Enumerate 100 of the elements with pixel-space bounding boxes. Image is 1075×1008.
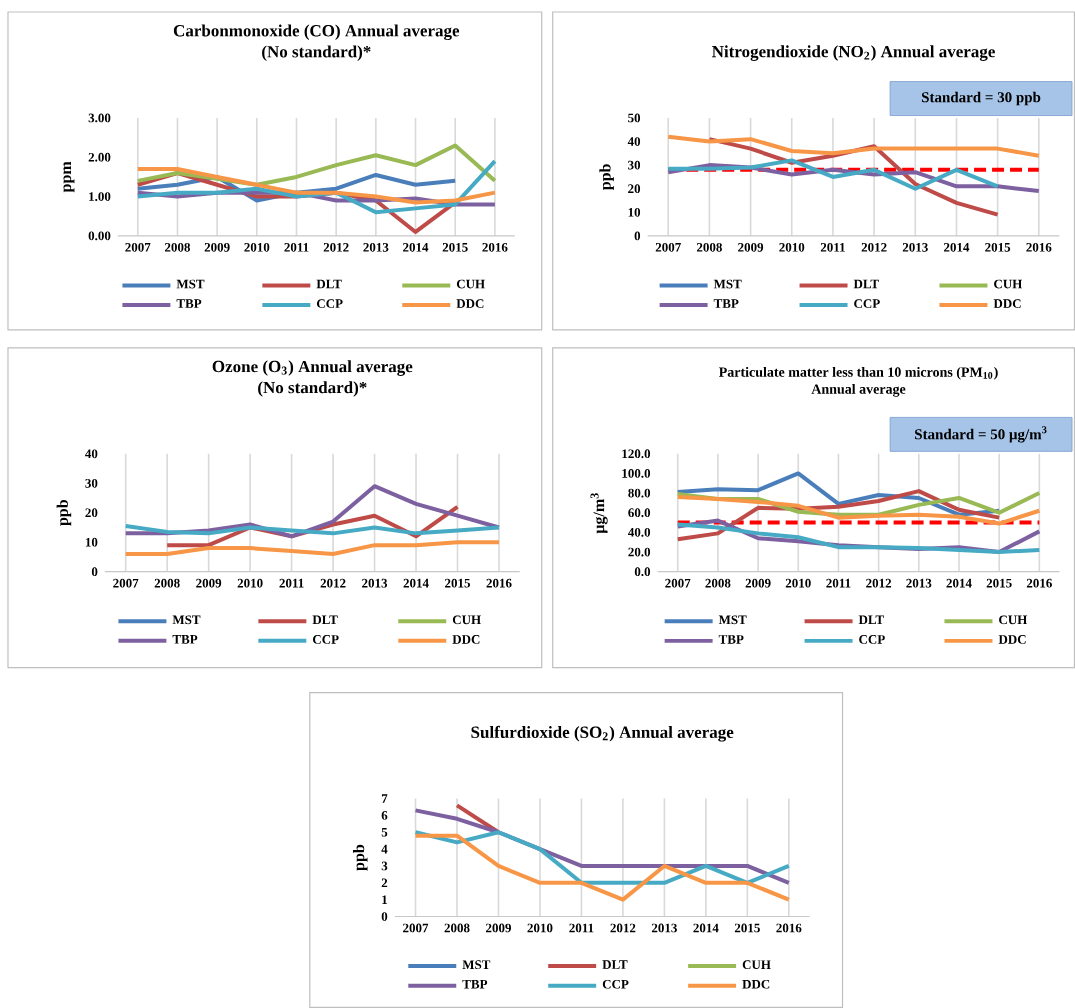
x-tick-label: 2007 bbox=[655, 242, 681, 252]
line-series bbox=[675, 494, 1042, 526]
y-tick-label: 2 bbox=[381, 878, 388, 888]
y-tick-label: 1.00 bbox=[89, 192, 111, 201]
legend-label: DLT bbox=[316, 279, 342, 289]
y-tick-label: 10 bbox=[628, 207, 641, 217]
x-tick-label: 2015 bbox=[734, 923, 760, 933]
legend-label: TBP bbox=[172, 635, 198, 644]
x-tick-label: 2009 bbox=[745, 578, 771, 588]
x-tick-label: 2014 bbox=[403, 242, 429, 252]
x-tick-label: 2016 bbox=[486, 578, 512, 588]
legend-label: DDC bbox=[998, 635, 1026, 644]
x-tick-label: 2012 bbox=[861, 242, 887, 252]
x-tick-label: 2016 bbox=[482, 242, 508, 252]
chart-title: Sulfurdioxide (SO$_{2}$) Annual average bbox=[471, 725, 734, 742]
x-tick-label: 2011 bbox=[820, 242, 845, 252]
legend-label: CUH bbox=[999, 615, 1028, 625]
legend-label: MST bbox=[718, 615, 747, 625]
x-tick-label: 2012 bbox=[610, 923, 636, 933]
y-tick-label: 10 bbox=[85, 537, 98, 547]
legend-label: MST bbox=[176, 279, 205, 289]
x-tick-label: 2013 bbox=[362, 578, 388, 588]
x-tick-label: 2012 bbox=[323, 242, 349, 252]
y-axis-title: ppm bbox=[63, 161, 75, 193]
x-tick-label: 2008 bbox=[444, 923, 470, 933]
line-series bbox=[135, 159, 497, 215]
y-tick-label: 30 bbox=[628, 160, 641, 170]
line-series bbox=[123, 523, 501, 536]
y-tick-label: 2.00 bbox=[88, 152, 111, 162]
legend-label: CCP bbox=[859, 635, 885, 644]
y-tick-label: 60.0 bbox=[628, 508, 651, 518]
y-tick-label: 1 bbox=[382, 895, 388, 904]
x-tick-label: 2014 bbox=[693, 923, 719, 933]
legend-label: DLT bbox=[853, 279, 879, 289]
x-tick-label: 2007 bbox=[665, 578, 691, 588]
legend-label: DDC bbox=[456, 299, 484, 308]
x-tick-label: 2015 bbox=[985, 242, 1011, 252]
x-tick-label: 2010 bbox=[244, 242, 270, 252]
chart-title: Nitrogendioxide (NO$_{2}$) Annual average bbox=[712, 45, 995, 61]
x-tick-label: 2014 bbox=[944, 242, 970, 252]
y-tick-label: 3 bbox=[381, 861, 388, 871]
x-tick-label: 2012 bbox=[866, 578, 892, 588]
y-tick-label: 40.0 bbox=[628, 527, 651, 537]
legend-label: TBP bbox=[176, 299, 202, 308]
x-tick-label: 2015 bbox=[442, 242, 468, 252]
x-tick-label: 2013 bbox=[902, 242, 928, 252]
legend-label: DDC bbox=[452, 635, 480, 644]
legend-label: CCP bbox=[854, 299, 880, 308]
legend-label: TBP bbox=[713, 299, 739, 308]
x-tick-label: 2015 bbox=[445, 578, 471, 588]
y-tick-label: 0 bbox=[91, 567, 98, 577]
y-tick-label: 0 bbox=[634, 231, 641, 241]
y-tick-label: 120.0 bbox=[622, 449, 651, 459]
x-tick-label: 2010 bbox=[785, 578, 811, 588]
legend-label: CCP bbox=[312, 635, 339, 644]
x-tick-label: 2016 bbox=[776, 923, 802, 933]
x-tick-label: 2009 bbox=[738, 242, 764, 252]
y-tick-label: 0.00 bbox=[88, 231, 111, 241]
x-tick-label: 2010 bbox=[527, 923, 553, 933]
legend-label: DLT bbox=[602, 960, 628, 969]
y-tick-label: 5 bbox=[381, 827, 388, 837]
legend-label: DLT bbox=[312, 615, 338, 625]
x-tick-label: 2013 bbox=[906, 578, 932, 588]
x-tick-label: 2014 bbox=[946, 578, 972, 588]
x-tick-label: 2007 bbox=[113, 578, 139, 588]
x-tick-label: 2010 bbox=[779, 242, 805, 252]
x-tick-label: 2013 bbox=[363, 242, 389, 252]
legend-label: CUH bbox=[452, 615, 481, 625]
legend-label: MST bbox=[713, 279, 742, 289]
x-tick-label: 2013 bbox=[651, 923, 677, 933]
x-tick-label: 2012 bbox=[320, 578, 346, 588]
y-tick-label: 80.0 bbox=[628, 488, 651, 498]
y-tick-label: 3.00 bbox=[88, 113, 111, 123]
y-tick-label: 40 bbox=[85, 449, 98, 459]
x-tick-label: 2011 bbox=[569, 923, 594, 933]
legend-label: CUH bbox=[456, 279, 485, 289]
legend-label: DDC bbox=[993, 299, 1021, 308]
y-tick-label: 0 bbox=[381, 912, 388, 921]
y-tick-label: 6 bbox=[381, 811, 388, 820]
x-tick-label: 2014 bbox=[403, 578, 429, 588]
chart-title: Particulate matter less than 10 microns (PM$_{10}$) bbox=[718, 366, 998, 380]
y-tick-label: 7 bbox=[381, 794, 388, 803]
x-tick-label: 2016 bbox=[1026, 578, 1052, 588]
x-tick-label: 2015 bbox=[986, 578, 1012, 588]
x-tick-label: 2011 bbox=[826, 578, 851, 588]
legend-label: TBP bbox=[462, 979, 488, 989]
x-tick-label: 2007 bbox=[403, 923, 429, 933]
x-tick-label: 2008 bbox=[154, 578, 180, 588]
line-series bbox=[413, 833, 791, 902]
line-series bbox=[666, 158, 1000, 191]
x-tick-label: 2007 bbox=[125, 242, 151, 252]
legend-label: CCP bbox=[602, 979, 629, 989]
x-tick-label: 2009 bbox=[204, 242, 230, 252]
x-tick-label: 2009 bbox=[196, 578, 222, 588]
y-tick-label: 20 bbox=[628, 184, 641, 194]
x-tick-label: 2009 bbox=[486, 923, 511, 933]
y-tick-label: 30 bbox=[85, 478, 98, 488]
x-tick-label: 2011 bbox=[284, 242, 309, 252]
legend-label: MST bbox=[172, 615, 201, 625]
line-series bbox=[123, 540, 501, 556]
